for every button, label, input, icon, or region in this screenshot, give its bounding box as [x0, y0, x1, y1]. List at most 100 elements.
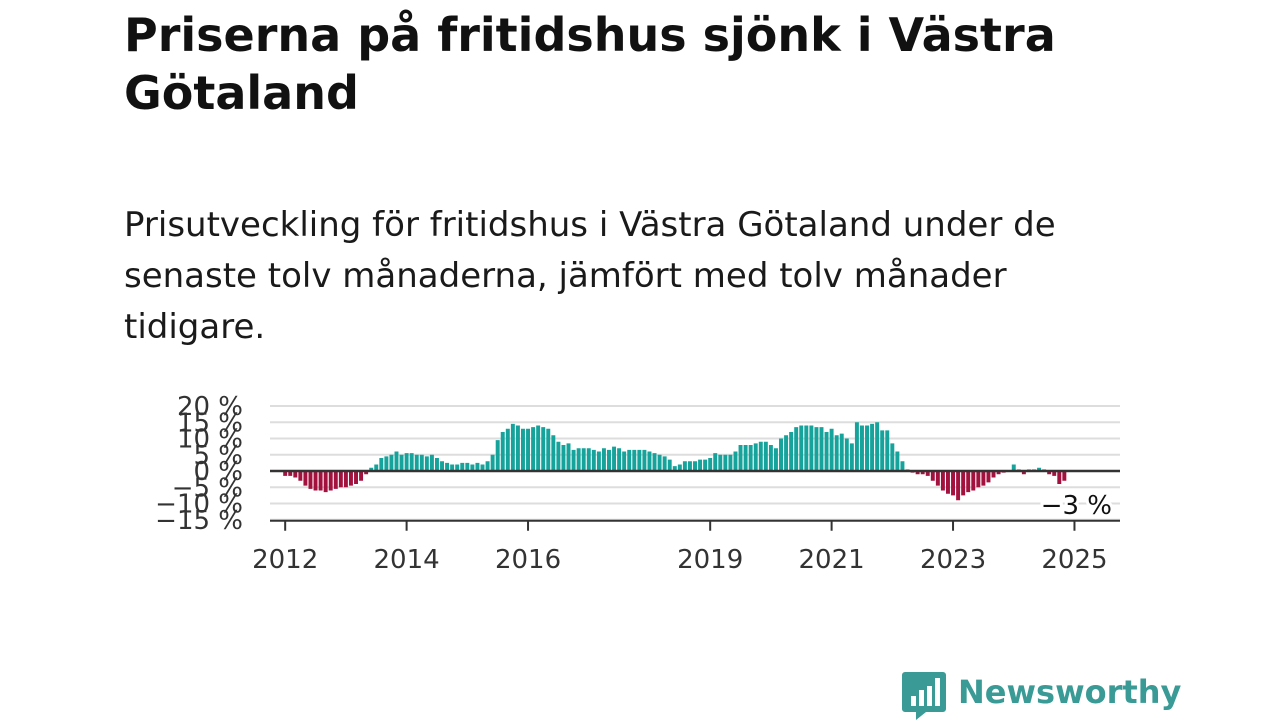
bar [789, 432, 794, 471]
bar [419, 454, 424, 471]
bar [880, 430, 885, 472]
bar [445, 462, 450, 472]
y-tick-label: 15 % [177, 408, 243, 438]
bar [566, 443, 571, 472]
bar [328, 471, 333, 491]
bar [829, 428, 834, 471]
bar [364, 471, 369, 475]
bar [480, 464, 485, 471]
bar [940, 471, 945, 491]
bar [556, 441, 561, 471]
x-tick-label: 2014 [374, 545, 440, 575]
bar [607, 449, 611, 472]
bar [728, 454, 733, 471]
bar [738, 445, 743, 471]
bar [414, 454, 419, 471]
bar [510, 423, 515, 472]
bar [470, 464, 475, 471]
bar [612, 446, 617, 472]
y-tick-label: 10 % [177, 425, 243, 455]
bar [890, 443, 895, 472]
bar [576, 448, 581, 471]
bar [682, 461, 687, 471]
bar [642, 449, 647, 472]
bar [389, 454, 394, 471]
bar [551, 435, 556, 471]
bar [804, 425, 809, 471]
bar [465, 462, 470, 472]
bar [379, 458, 384, 471]
bar [854, 422, 859, 471]
bar [951, 471, 956, 496]
x-tick-label: 2023 [920, 545, 986, 575]
bar [753, 443, 758, 472]
bar [723, 454, 728, 471]
bar [981, 471, 986, 486]
bar [617, 448, 622, 471]
bar [526, 428, 531, 471]
axes [270, 469, 1120, 531]
bar [475, 462, 480, 472]
bar [935, 471, 940, 486]
bar [1062, 471, 1067, 481]
bar [627, 449, 632, 472]
bar [718, 454, 723, 471]
bar [490, 454, 495, 471]
bar [450, 464, 455, 471]
bar [374, 464, 379, 471]
bar [819, 427, 824, 472]
bar [591, 449, 596, 472]
bar [844, 438, 849, 471]
bar [1047, 471, 1052, 475]
x-tick-label: 2021 [799, 545, 865, 575]
x-tick-label: 2025 [1041, 545, 1107, 575]
bar [637, 449, 642, 472]
bar [1037, 467, 1042, 471]
latest-value-annotation: −3 % [1041, 491, 1112, 521]
bar [743, 445, 748, 471]
bar [409, 453, 414, 472]
bar [834, 435, 839, 471]
bar [986, 471, 991, 483]
bar [303, 471, 308, 486]
bar [571, 449, 576, 472]
bar [369, 467, 374, 471]
bar [824, 432, 829, 471]
bar [333, 471, 338, 489]
bar [541, 427, 546, 472]
y-tick-label: 0 % [193, 457, 243, 487]
bar [561, 445, 566, 471]
bar [343, 471, 348, 488]
bar [733, 451, 738, 471]
bar [399, 454, 404, 471]
bar [652, 453, 657, 472]
bar [915, 471, 920, 475]
bar [865, 425, 869, 471]
bar [773, 448, 778, 471]
bar [313, 471, 318, 491]
y-tick-label: −5 % [172, 473, 243, 503]
bar [784, 435, 789, 471]
y-tick-label: 20 % [177, 392, 243, 422]
bar [359, 471, 364, 481]
bar [839, 433, 844, 472]
bar [859, 425, 864, 471]
y-tick-label: 5 % [193, 441, 243, 471]
brand-name: Newsworthy [958, 673, 1182, 711]
bar [814, 427, 819, 472]
bar [455, 464, 460, 471]
bar [293, 471, 298, 478]
bar [677, 464, 682, 471]
bar [283, 471, 288, 476]
bar [687, 461, 692, 471]
bar [586, 448, 591, 471]
bar [596, 451, 601, 471]
bar [536, 425, 541, 471]
bar [991, 471, 996, 478]
bar [288, 471, 293, 476]
bar [394, 451, 399, 471]
bar [703, 459, 708, 472]
bar [870, 423, 875, 472]
bar [546, 428, 551, 471]
bar [1021, 471, 1026, 475]
